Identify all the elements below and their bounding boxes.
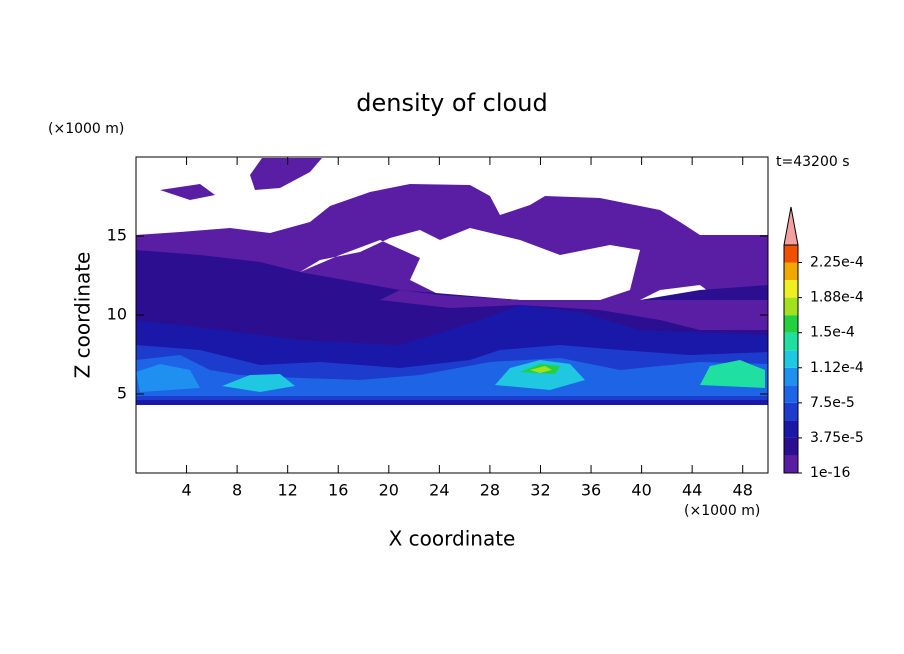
x-tick-label: 12 — [278, 481, 298, 500]
contour-region — [250, 158, 322, 190]
y-tick-label: 10 — [107, 305, 127, 324]
x-tick-label: 8 — [232, 481, 242, 500]
colorbar-frame — [783, 244, 799, 474]
x-tick-label: 36 — [581, 481, 601, 500]
colorbar-tick-label: 7.5e-5 — [810, 395, 855, 411]
x-tick-label: 16 — [328, 481, 348, 500]
y-axis-label: Z coordinate — [71, 252, 95, 379]
colorbar-tick-label: 1.12e-4 — [810, 360, 864, 376]
x-tick-label: 20 — [379, 481, 399, 500]
colorbar-band — [784, 437, 798, 456]
colorbar-band — [784, 262, 798, 281]
contour-region — [300, 228, 640, 300]
colorbar-band — [784, 315, 798, 333]
y-unit: (×1000 m) — [48, 121, 124, 137]
colorbar-extend — [783, 206, 799, 246]
contour-region — [380, 290, 768, 330]
colorbar-tick-label: 2.25e-4 — [810, 255, 864, 271]
x-tick-label: 4 — [181, 481, 191, 500]
x-tick-label: 44 — [682, 481, 702, 500]
colorbar-tick-label: 1.5e-4 — [810, 325, 855, 341]
contour-field — [136, 158, 768, 405]
y-tick-label: 15 — [107, 226, 127, 245]
colorbar-band — [784, 455, 798, 473]
colorbar-band — [784, 402, 798, 421]
colorbar-band — [784, 385, 798, 403]
contour-region — [700, 360, 765, 388]
colorbar-tick-label: 3.75e-5 — [810, 430, 864, 446]
x-tick-label: 40 — [631, 481, 651, 500]
x-unit: (×1000 m) — [684, 503, 760, 519]
x-tick-label: 32 — [530, 481, 550, 500]
colorbar-band — [784, 280, 798, 298]
contour-region — [160, 184, 215, 200]
colorbar-tick-label: 1e-16 — [810, 465, 850, 481]
colorbar-tick-label: 1.88e-4 — [810, 290, 864, 306]
chart-title: density of cloud — [356, 89, 547, 117]
annotation: t=43200 s — [776, 154, 850, 170]
y-tick-label: 5 — [117, 384, 127, 403]
x-axis-label: X coordinate — [389, 527, 516, 551]
colorbar-band — [784, 350, 798, 368]
colorbar-band — [784, 297, 798, 316]
colorbar-band — [784, 420, 798, 438]
colorbar-band — [784, 367, 798, 386]
colorbar-band — [784, 332, 798, 351]
colorbar-band — [784, 245, 798, 263]
x-tick-label: 28 — [480, 481, 500, 500]
contour-region — [530, 366, 552, 373]
x-tick-label: 24 — [429, 481, 449, 500]
x-tick-label: 48 — [733, 481, 753, 500]
contour-region — [495, 360, 585, 390]
contour-region — [136, 364, 200, 392]
contour-region — [222, 374, 295, 392]
